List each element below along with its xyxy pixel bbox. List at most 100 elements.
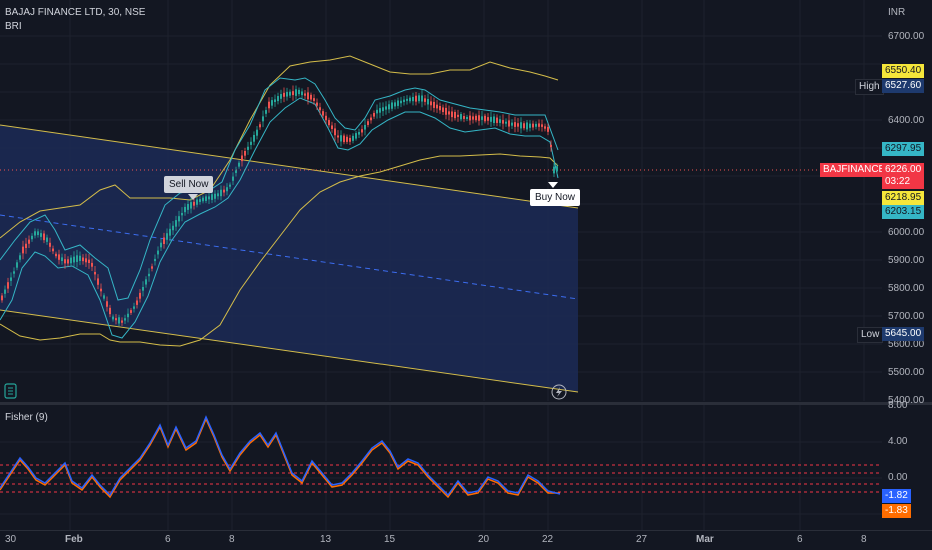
symbol-tag[interactable]: BAJFINANCE [820, 163, 889, 177]
candle-body [109, 307, 111, 315]
inner-band-upper [0, 77, 559, 301]
band-upper-price-tag: 6550.40 [882, 64, 925, 78]
currency-label: INR [888, 7, 906, 18]
candle-body [133, 306, 135, 309]
candle-body [490, 116, 492, 122]
price-tick: 6000.00 [888, 227, 925, 238]
candle-body [49, 242, 51, 247]
candle-body [73, 256, 75, 263]
candle-body [82, 257, 84, 262]
candle-body [130, 310, 132, 313]
candle-body [16, 262, 18, 268]
price-tick: 5500.00 [888, 367, 925, 378]
time-label: 6 [797, 534, 803, 545]
candle-body [376, 109, 378, 114]
candle-body [436, 104, 438, 109]
candle-body [202, 197, 204, 202]
candle-body [529, 123, 531, 128]
time-label: Mar [696, 534, 714, 545]
lightning-icon[interactable] [551, 384, 567, 400]
candle-body [433, 101, 435, 108]
candles-group[interactable] [1, 85, 558, 327]
candle-body [118, 317, 120, 324]
candle-body [214, 193, 216, 199]
candle-body [361, 129, 363, 133]
candle-body [340, 135, 342, 142]
candle-body [22, 246, 24, 254]
candle-body [379, 108, 381, 113]
candle-body [499, 119, 501, 123]
candle-body [466, 116, 468, 120]
candle-body [547, 126, 549, 132]
candle-body [535, 123, 537, 127]
candle-body [310, 94, 312, 100]
time-label: 20 [478, 534, 490, 545]
buy-signal-marker[interactable] [548, 182, 558, 188]
indicator-label[interactable]: BRI [5, 21, 22, 32]
time-label: Feb [65, 534, 83, 545]
candle-body [538, 123, 540, 127]
candle-body [226, 187, 228, 192]
candle-body [349, 137, 351, 142]
current-price-value: 6226.00 [885, 164, 922, 175]
high-label: High [855, 79, 884, 95]
regression-channel-upper[interactable] [0, 124, 579, 209]
candle-body [271, 100, 273, 106]
trading-ideas-icon[interactable] [4, 383, 17, 399]
candle-body [502, 120, 504, 124]
candle-body [31, 235, 33, 240]
candle-body [28, 239, 30, 244]
fisher-chart-canvas[interactable] [0, 405, 882, 530]
candle-body [451, 111, 453, 118]
candle-body [100, 288, 102, 292]
buy-now-label[interactable]: Buy Now [530, 189, 581, 206]
candle-body [544, 126, 546, 129]
candle-body [445, 107, 447, 115]
sell-now-label[interactable]: Sell Now [164, 176, 214, 193]
price-chart-canvas[interactable] [0, 0, 882, 401]
chart-title[interactable]: BAJAJ FINANCE LTD, 30, NSE [5, 7, 146, 18]
candle-body [406, 98, 408, 101]
price-axis[interactable]: INR 6700.00 6400.00 6000.00 5900.00 5800… [882, 0, 932, 530]
candle-body [439, 106, 441, 111]
high-price-tag: 6527.60 [882, 79, 925, 93]
candle-body [460, 114, 462, 120]
fisher-grid [0, 405, 882, 530]
candle-body [307, 92, 309, 100]
candle-body [463, 116, 465, 119]
candle-body [478, 115, 480, 121]
candle-body [43, 233, 45, 241]
candle-body [385, 106, 387, 110]
candle-body [70, 257, 72, 264]
candle-body [421, 95, 423, 102]
candle-body [247, 146, 249, 150]
price-tick: 5400.00 [888, 395, 925, 406]
candle-body [241, 155, 243, 162]
candle-body [262, 116, 264, 122]
candle-body [391, 102, 393, 109]
inner-band-lower-price-tag: 6203.15 [882, 205, 925, 219]
price-tick: 6400.00 [888, 115, 925, 126]
candle-body [196, 199, 198, 205]
fisher-indicator-pane[interactable]: Fisher (9) [0, 405, 882, 530]
band-mid-price-tag: 6218.95 [882, 191, 925, 205]
candle-body [370, 117, 372, 121]
candle-body [145, 279, 147, 285]
time-axis[interactable]: 30 Feb 6 8 13 15 20 22 27 Mar 6 8 [0, 530, 932, 550]
sell-signal-marker[interactable] [188, 194, 198, 200]
candle-body [274, 99, 276, 103]
price-chart-pane[interactable]: BAJAJ FINANCE LTD, 30, NSE BRI Sell Now … [0, 0, 882, 401]
candle-body [127, 313, 129, 318]
regression-channel-lower[interactable] [0, 309, 579, 393]
candle-body [331, 125, 333, 129]
candle-body [40, 233, 42, 237]
pane-separator[interactable] [0, 402, 932, 405]
candle-body [412, 96, 414, 102]
candle-body [511, 122, 513, 126]
candle-body [364, 124, 366, 130]
candle-body [313, 98, 315, 101]
fisher-title[interactable]: Fisher (9) [5, 412, 48, 423]
candle-body [469, 115, 471, 121]
candle-body [352, 135, 354, 141]
candle-body [244, 150, 246, 156]
